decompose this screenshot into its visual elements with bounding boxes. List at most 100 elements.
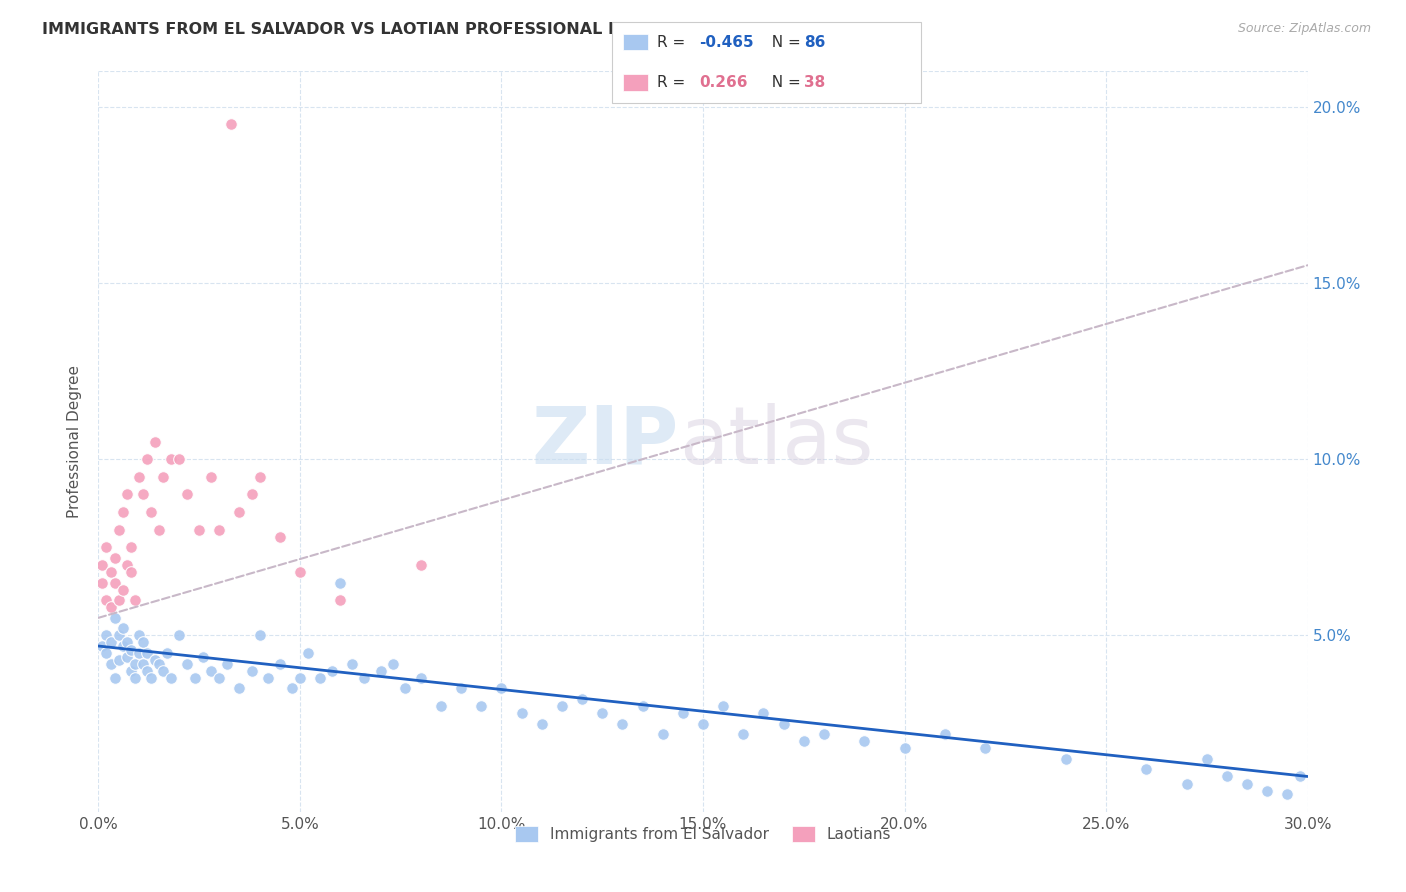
Point [430,698,453,713]
Point [96,628,118,642]
Point [752,706,775,720]
Point [176,657,198,671]
Point [249,628,271,642]
Text: N =: N = [762,35,806,50]
Point [249,470,271,484]
Point [107,653,129,667]
Point [167,628,190,642]
Point [115,635,138,649]
Point [269,530,291,544]
Point [103,575,125,590]
Text: -0.465: -0.465 [699,35,754,50]
Point [103,671,125,685]
Legend: Immigrants from El Salvador, Laotians: Immigrants from El Salvador, Laotians [509,821,897,848]
Point [1135,763,1157,777]
Point [167,452,190,467]
Point [208,671,231,685]
Point [100,600,122,615]
Point [184,671,207,685]
Point [733,727,755,741]
Text: 38: 38 [804,75,825,90]
Point [256,671,278,685]
Text: IMMIGRANTS FROM EL SALVADOR VS LAOTIAN PROFESSIONAL DEGREE CORRELATION CHART: IMMIGRANTS FROM EL SALVADOR VS LAOTIAN P… [42,22,877,37]
Text: Source: ZipAtlas.com: Source: ZipAtlas.com [1237,22,1371,36]
Point [813,727,835,741]
Text: atlas: atlas [679,402,873,481]
Point [111,621,134,635]
Point [672,706,695,720]
Point [128,470,150,484]
Point [120,541,142,555]
Point [893,741,915,756]
Point [111,505,134,519]
Point [1277,787,1299,801]
Point [100,565,122,579]
Point [228,505,250,519]
Point [96,593,118,607]
Point [551,698,574,713]
Text: R =: R = [657,75,695,90]
Point [353,671,375,685]
Point [193,649,215,664]
Point [409,558,432,572]
Point [124,671,146,685]
Point [1195,752,1218,766]
Point [139,671,162,685]
Point [269,657,291,671]
Y-axis label: Professional Degree: Professional Degree [67,365,83,518]
Point [120,565,142,579]
Text: ZIP: ZIP [531,402,679,481]
Point [394,681,416,696]
Text: N =: N = [762,75,806,90]
Point [156,646,179,660]
Point [96,541,118,555]
Point [160,671,183,685]
Point [115,558,138,572]
Point [143,434,166,449]
Point [297,646,319,660]
Point [139,505,162,519]
Point [115,649,138,664]
Point [571,692,593,706]
Point [228,681,250,696]
Point [772,716,794,731]
Point [1054,752,1077,766]
Point [288,671,311,685]
Point [309,671,332,685]
Point [148,657,170,671]
Point [329,575,352,590]
Point [1175,776,1198,790]
Point [470,698,492,713]
Point [152,470,174,484]
Point [107,628,129,642]
Point [91,575,114,590]
Point [111,582,134,597]
Point [100,635,122,649]
Point [124,593,146,607]
Point [240,487,263,501]
Point [342,657,364,671]
Point [1216,769,1239,783]
Point [100,657,122,671]
Point [115,487,138,501]
Point [124,657,146,671]
Point [128,646,150,660]
Point [200,470,222,484]
Point [409,671,432,685]
Point [450,681,472,696]
Point [974,741,997,756]
Point [132,657,155,671]
Point [135,646,157,660]
Point [111,639,134,653]
Point [143,653,166,667]
Point [711,698,734,713]
Point [176,487,198,501]
Point [135,664,157,678]
Point [132,487,155,501]
Point [381,657,404,671]
Point [1236,776,1258,790]
Point [491,681,513,696]
Text: 86: 86 [804,35,825,50]
Text: R =: R = [657,35,690,50]
Point [321,664,343,678]
